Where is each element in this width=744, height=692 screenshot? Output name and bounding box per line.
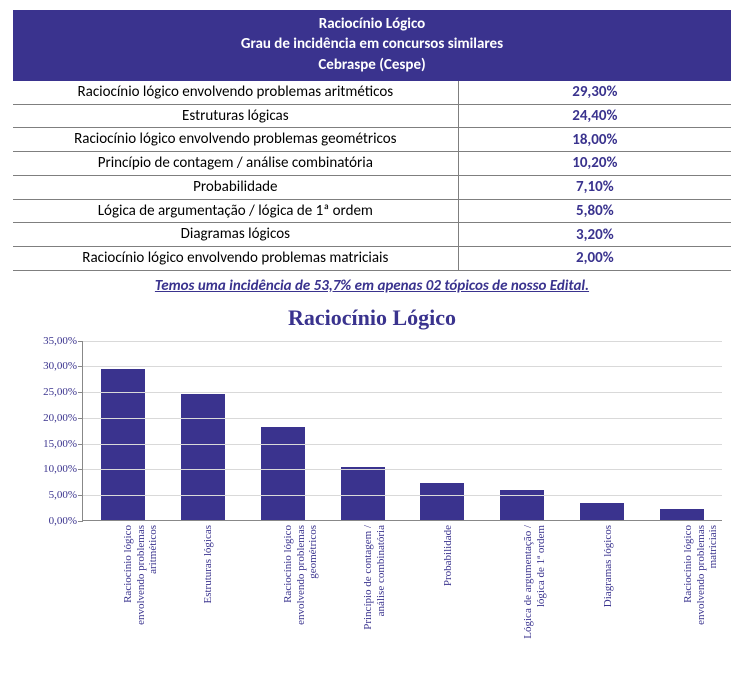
topic-cell: Raciocínio lógico envolvendo problemas m… [13,247,458,271]
value-cell: 24,40% [458,104,731,128]
x-label-slot: Lógica de argumentação / lógica de 1ª or… [482,521,562,661]
y-axis-label: 30,00% [25,360,77,372]
topic-cell: Lógica de argumentação / lógica de 1ª or… [13,199,458,223]
x-label-slot: Princípio de contagem / análise combinat… [322,521,402,661]
gridline [83,469,722,470]
value-cell: 18,00% [458,128,731,152]
topic-cell: Raciocínio lógico envolvendo problemas a… [13,81,458,104]
x-axis-label: Probabilidade [442,525,455,655]
topic-cell: Probabilidade [13,175,458,199]
gridline [83,392,722,393]
value-cell: 2,00% [458,247,731,271]
table-row: Probabilidade7,10% [13,175,731,199]
bar-slot [163,341,243,520]
table-row: Estruturas lógicas24,40% [13,104,731,128]
bar-slot [243,341,323,520]
bar [181,394,225,519]
y-tick [78,418,83,419]
topic-cell: Diagramas lógicos [13,223,458,247]
x-label-slot: Raciocínio lógico envolvendo problemas g… [242,521,322,661]
value-cell: 5,80% [458,199,731,223]
bar-chart: 0,00% 5,00% 10,00% 15,00% 20,00% 25,00% 30,00%… [22,341,722,661]
y-axis-label: 25,00% [25,386,77,398]
x-axis-label: Lógica de argumentação / lógica de 1ª or… [522,525,547,655]
table-row: Raciocínio lógico envolvendo problemas g… [13,128,731,152]
value-cell: 3,20% [458,223,731,247]
gridline [83,444,722,445]
bar-slot [562,341,642,520]
y-axis-label: 5,00% [25,489,77,501]
y-tick [78,341,83,342]
plot-area: 0,00%5,00%10,00%15,00%20,00%25,00%30,00%… [82,341,722,521]
value-cell: 10,20% [458,152,731,176]
topic-cell: Estruturas lógicas [13,104,458,128]
bars-container [83,341,722,520]
incidence-table: Raciocínio lógico envolvendo problemas a… [13,81,731,271]
value-cell: 29,30% [458,81,731,104]
table-row: Raciocínio lógico envolvendo problemas m… [13,247,731,271]
header-line1: Raciocínio Lógico [13,14,731,34]
x-axis-label: Raciocínio lógico envolvendo problemas a… [122,525,160,655]
gridline [83,418,722,419]
x-label-slot: Estruturas lógicas [162,521,242,661]
x-axis-labels: Raciocínio lógico envolvendo problemas a… [82,521,722,661]
y-axis-label: 0,00% [25,515,77,527]
table-header: Raciocínio Lógico Grau de incidência em … [13,10,731,81]
table-row: Diagramas lógicos3,20% [13,223,731,247]
y-tick [78,444,83,445]
bar [341,467,385,519]
x-axis-label: Raciocínio lógico envolvendo problemas m… [682,525,720,655]
gridline [83,341,722,342]
y-axis-label: 20,00% [25,412,77,424]
gridline [83,495,722,496]
x-label-slot: Diagramas lógicos [562,521,642,661]
bar-slot [642,341,722,520]
bar-slot [482,341,562,520]
bar [261,427,305,520]
x-axis-label: Estruturas lógicas [202,525,215,655]
y-tick [78,366,83,367]
incidence-table-container: Raciocínio Lógico Grau de incidência em … [13,10,731,271]
x-label-slot: Probabilidade [402,521,482,661]
y-tick [78,469,83,470]
x-label-slot: Raciocínio lógico envolvendo problemas a… [82,521,162,661]
value-cell: 7,10% [458,175,731,199]
table-row: Lógica de argumentação / lógica de 1ª or… [13,199,731,223]
bar [420,483,464,520]
y-axis-label: 10,00% [25,463,77,475]
header-line2: Grau de incidência em concursos similare… [13,34,731,54]
x-axis-label: Raciocínio lógico envolvendo problemas g… [282,525,320,655]
gridline [83,366,722,367]
bar-slot [403,341,483,520]
header-line3: Cebraspe (Cespe) [13,55,731,75]
table-row: Princípio de contagem / análise combinat… [13,152,731,176]
x-label-slot: Raciocínio lógico envolvendo problemas m… [642,521,722,661]
bar [660,509,704,519]
y-axis-label: 15,00% [25,438,77,450]
summary-note: Temos uma incidência de 53,7% em apenas … [10,277,734,295]
topic-cell: Princípio de contagem / análise combinat… [13,152,458,176]
topic-cell: Raciocínio lógico envolvendo problemas g… [13,128,458,152]
bar-slot [83,341,163,520]
y-tick [78,495,83,496]
table-row: Raciocínio lógico envolvendo problemas a… [13,81,731,104]
bar-slot [323,341,403,520]
x-axis-label: Princípio de contagem / análise combinat… [362,525,387,655]
x-axis-label: Diagramas lógicos [602,525,615,655]
y-axis-label: 35,00% [25,335,77,347]
y-tick [78,392,83,393]
bar [580,503,624,519]
chart-title: Raciocínio Lógico [10,305,734,331]
